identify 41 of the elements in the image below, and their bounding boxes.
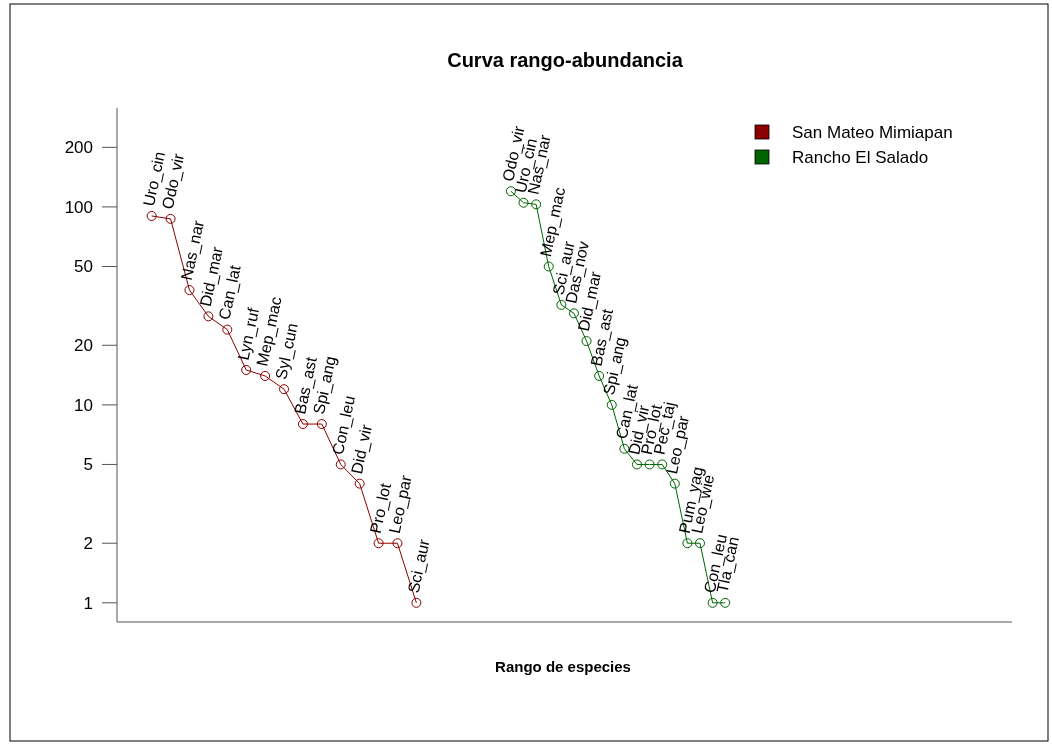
y-tick-label: 50	[74, 257, 93, 277]
point	[411, 597, 422, 608]
point	[354, 478, 365, 489]
y-tick-label: 20	[74, 336, 93, 356]
point	[606, 399, 617, 410]
point	[241, 365, 252, 376]
point	[316, 419, 327, 430]
point	[373, 538, 384, 549]
y-tick-label: 100	[64, 197, 93, 217]
point	[669, 478, 680, 489]
point	[222, 324, 233, 335]
chart-title: Curva rango-abundancia	[447, 49, 684, 71]
point	[165, 213, 176, 224]
point	[581, 336, 592, 347]
point	[505, 186, 516, 197]
x-axis-title: Rango de especies	[495, 658, 631, 675]
y-tick-label: 2	[83, 534, 93, 554]
point	[279, 384, 290, 395]
point	[556, 299, 567, 310]
legend-label: Rancho El Salado	[792, 147, 929, 167]
y-tick-label: 5	[83, 455, 93, 475]
point	[184, 285, 195, 296]
point	[146, 210, 157, 221]
point	[644, 459, 655, 470]
y-tick-label: 1	[83, 593, 93, 613]
point	[260, 370, 271, 381]
legend-label: San Mateo Mimiapan	[792, 122, 953, 142]
point	[707, 597, 718, 608]
point	[335, 459, 346, 470]
point	[392, 538, 403, 549]
point	[720, 597, 731, 608]
point	[682, 538, 693, 549]
y-tick-label: 10	[74, 395, 93, 415]
point	[297, 419, 308, 430]
point	[203, 311, 214, 322]
data-label: Sci_aur	[404, 537, 434, 595]
point	[543, 261, 554, 272]
point	[631, 459, 642, 470]
point	[568, 308, 579, 319]
y-tick-label: 200	[64, 138, 93, 158]
point	[518, 197, 529, 208]
